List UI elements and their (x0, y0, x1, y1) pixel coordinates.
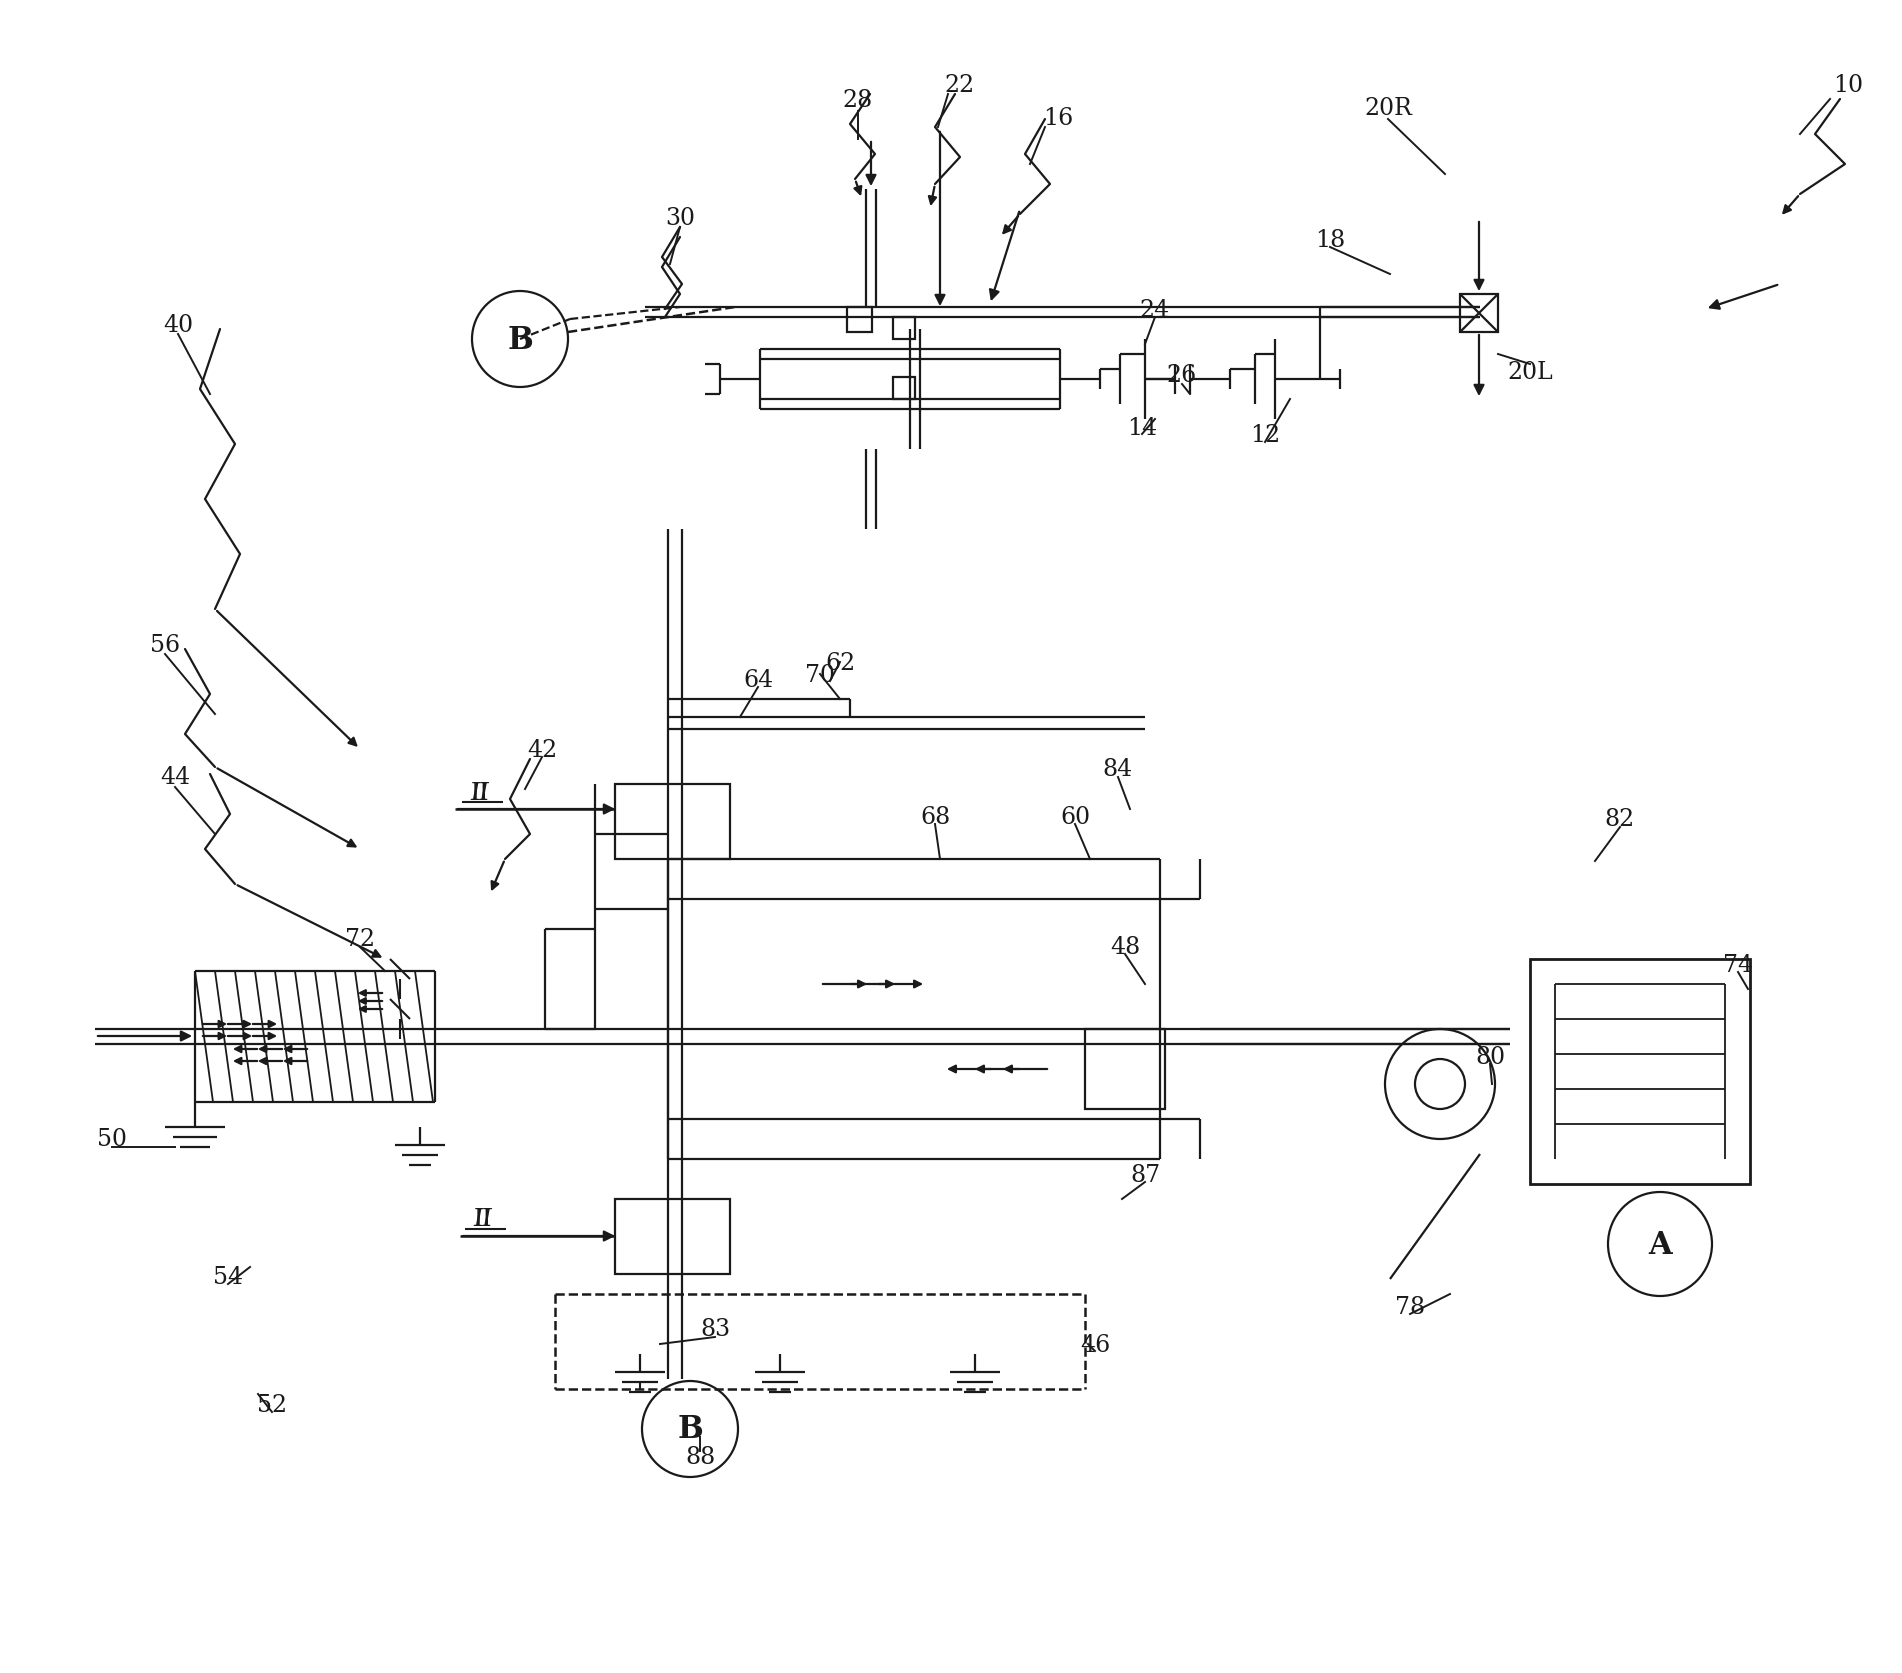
Text: 64: 64 (744, 668, 772, 691)
Text: 10: 10 (1834, 74, 1864, 97)
Text: 26: 26 (1166, 363, 1196, 386)
Text: 82: 82 (1605, 808, 1636, 831)
Text: A: A (1649, 1228, 1672, 1260)
Text: 20L: 20L (1506, 360, 1552, 383)
Text: B: B (508, 325, 533, 355)
Bar (614, 785, 730, 860)
Bar (894, 318, 915, 340)
Text: 54: 54 (213, 1266, 243, 1288)
Bar (1529, 959, 1750, 1184)
Bar (614, 1200, 730, 1275)
Text: 84: 84 (1103, 758, 1134, 781)
Text: 24: 24 (1139, 298, 1170, 321)
Text: 50: 50 (97, 1128, 127, 1151)
Text: 40: 40 (164, 313, 194, 336)
Circle shape (472, 291, 569, 388)
Text: 52: 52 (257, 1392, 287, 1415)
Text: 70: 70 (805, 663, 835, 686)
Text: 68: 68 (921, 806, 951, 830)
Text: II: II (470, 781, 489, 805)
Text: 74: 74 (1723, 954, 1754, 975)
Circle shape (1607, 1193, 1712, 1297)
Text: 28: 28 (843, 89, 873, 112)
Bar (894, 378, 915, 400)
Text: 62: 62 (825, 651, 856, 674)
Text: II: II (472, 781, 489, 805)
Circle shape (1385, 1029, 1495, 1139)
Text: 83: 83 (700, 1318, 730, 1340)
Text: 72: 72 (344, 929, 375, 950)
Text: 42: 42 (527, 738, 557, 761)
Text: II: II (474, 1208, 493, 1231)
Text: B: B (677, 1414, 704, 1445)
Bar (1461, 294, 1499, 333)
Text: 60: 60 (1059, 806, 1090, 830)
Bar (1084, 1029, 1166, 1109)
Text: 87: 87 (1130, 1163, 1160, 1186)
Circle shape (1415, 1059, 1465, 1109)
Circle shape (643, 1382, 738, 1477)
Text: 48: 48 (1111, 935, 1139, 959)
Text: 46: 46 (1080, 1333, 1111, 1355)
Text: 12: 12 (1250, 423, 1280, 447)
Text: 88: 88 (685, 1445, 715, 1469)
Bar (846, 308, 871, 333)
Text: 80: 80 (1474, 1046, 1504, 1069)
Text: 16: 16 (1042, 107, 1073, 129)
Text: 18: 18 (1314, 228, 1345, 251)
Text: 44: 44 (160, 766, 190, 790)
Text: 30: 30 (666, 206, 694, 229)
Text: 20R: 20R (1364, 97, 1411, 119)
Text: II: II (474, 1208, 493, 1231)
Text: 56: 56 (150, 632, 181, 656)
Text: 22: 22 (945, 74, 976, 97)
Text: 14: 14 (1126, 417, 1156, 440)
Text: 78: 78 (1394, 1295, 1425, 1318)
